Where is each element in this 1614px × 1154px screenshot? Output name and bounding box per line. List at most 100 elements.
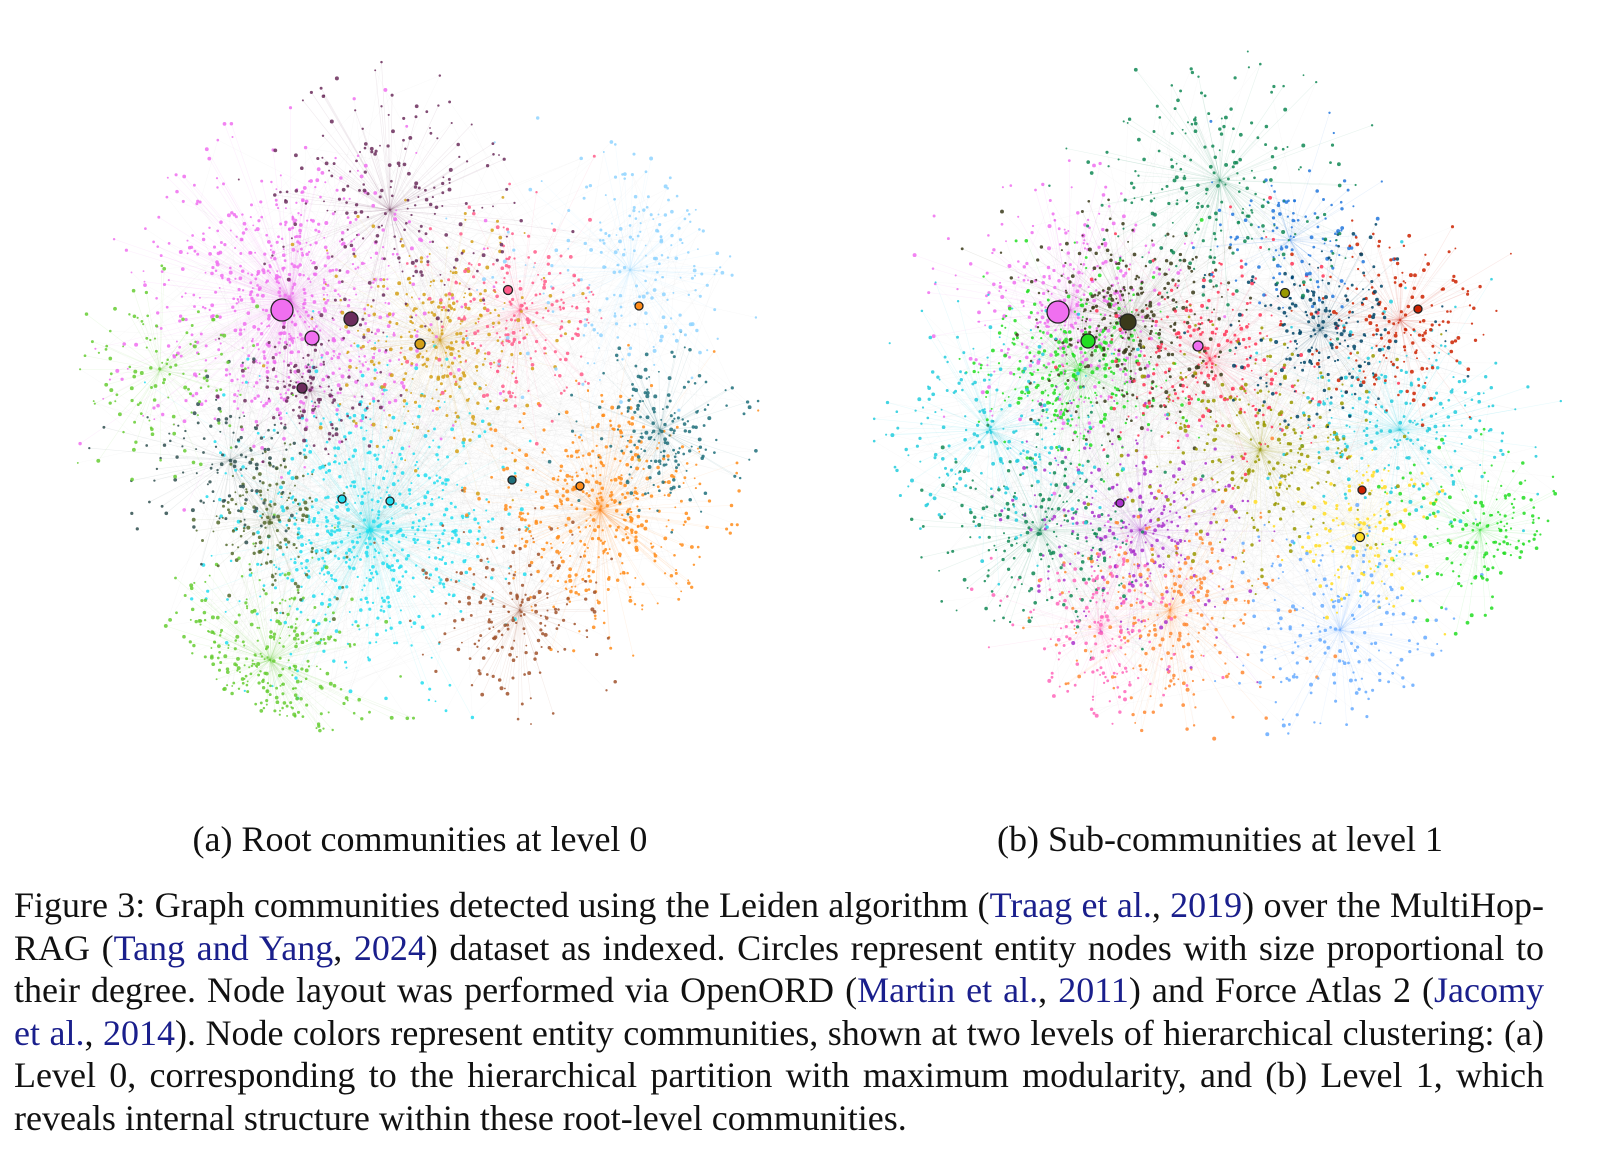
graph-node [348,197,351,200]
graph-node [318,465,323,470]
graph-edge [226,515,261,686]
graph-node [178,250,183,254]
graph-edge [369,529,525,575]
graph-edge [369,529,383,599]
graph-node [259,595,262,598]
graph-node [295,201,298,204]
graph-edge [216,178,291,301]
graph-node [366,600,369,604]
graph-edge [304,395,602,441]
graph-edge [360,529,371,600]
graph-node [313,628,318,633]
graph-node [495,546,499,550]
graph-node [620,474,623,477]
graph-node [423,433,428,438]
graph-edge [357,155,581,558]
graph-edge [525,509,601,521]
graph-node [618,481,623,485]
graph-node [472,582,476,586]
graph-node [390,549,393,552]
graph-node [257,219,261,223]
graph-edge [289,299,340,355]
graph-edge [323,418,371,531]
graph-edge [256,421,374,486]
graph-edge [289,298,420,301]
graph-node [256,293,260,297]
graph-node [634,577,637,579]
graph-node [386,363,389,367]
graph-node [293,314,296,317]
graph-node [358,355,361,358]
graph-node [576,474,579,478]
graph-node [332,354,335,357]
graph-node [600,505,603,508]
graph-node [400,471,405,475]
graph-node [410,644,413,647]
graph-node [613,477,618,482]
graph-node [440,558,444,561]
graph-node [265,281,268,284]
graph-node [279,174,282,177]
graph-edge [373,400,577,510]
graph-edge [257,362,664,460]
graph-edge [210,406,368,427]
graph-edge [333,163,353,625]
graph-edge [331,529,371,535]
graph-edge [369,529,486,599]
graph-edge [296,529,371,571]
graph-node [290,578,295,583]
graph-node [588,579,593,583]
graph-node [370,382,374,386]
graph-node [167,279,170,282]
graph-node [324,471,328,474]
graph-edge [369,448,403,531]
graph-node [237,389,240,392]
graph-node [441,488,445,492]
graph-node [364,361,367,364]
graph-edge [364,519,371,531]
graph-node [346,304,351,308]
graph-node [457,537,461,541]
graph-edge [253,492,612,544]
graph-node [450,578,453,581]
graph-node [368,339,371,342]
graph-edge [369,431,486,531]
graph-edge [274,258,291,301]
graph-node [460,305,464,309]
graph-node [636,514,641,519]
graph-node [561,487,565,491]
graph-node [524,453,529,458]
graph-node [190,333,194,337]
graph-node [303,465,306,469]
graph-edge [418,287,545,617]
graph-node [453,356,457,360]
graph-node [323,308,327,313]
graph-node [384,629,388,632]
graph-node [314,228,318,232]
graph-node [417,614,421,619]
graph-node [351,247,356,252]
graph-edge [599,442,660,511]
graph-node [491,517,495,521]
graph-node [619,394,623,399]
graph-node [361,417,365,420]
graph-edge [454,437,601,511]
graph-node [677,597,681,601]
graph-node [522,572,527,577]
graph-edge [549,509,601,528]
graph-node [287,375,291,379]
graph-node [673,553,676,557]
graph-node [281,266,285,271]
graph-edge [297,529,371,672]
graph-edge [369,359,448,531]
graph-node [373,368,377,372]
graph-node [391,577,396,582]
graph-node [167,242,171,245]
graph-edge [367,529,371,603]
graph-edge [267,362,299,538]
graph-node [372,537,377,541]
graph-node [350,539,355,544]
graph-node [417,404,422,409]
graph-node [234,639,237,642]
graph-node [451,424,455,427]
